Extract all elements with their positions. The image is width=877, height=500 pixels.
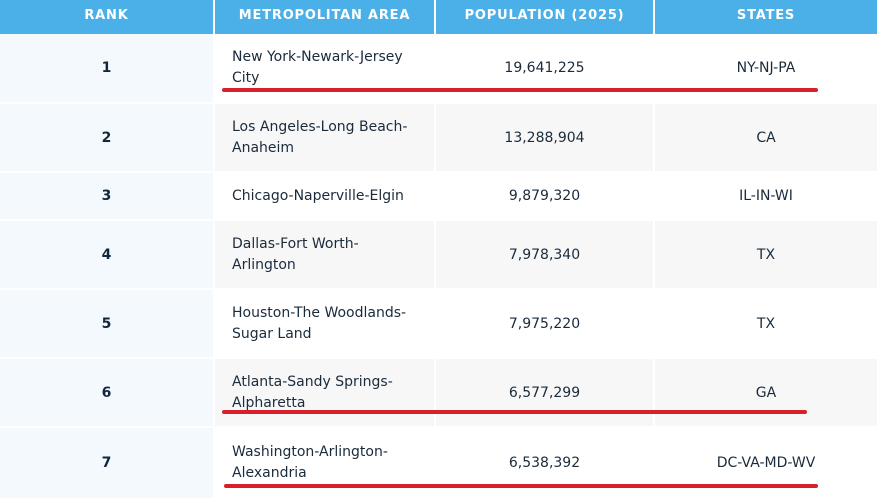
table-row: 2 Los Angeles-Long Beach-Anaheim 13,288,…	[0, 104, 877, 173]
red-underline-annotation	[224, 484, 818, 488]
table-header-row: RANK METROPOLITAN AREA POPULATION (2025)…	[0, 0, 877, 34]
rank-cell: 4	[0, 221, 215, 288]
metro-cell: Atlanta-Sandy Springs-Alpharetta	[215, 359, 436, 426]
table-row: 3 Chicago-Naperville-Elgin 9,879,320 IL-…	[0, 173, 877, 221]
states-cell: IL-IN-WI	[655, 173, 877, 219]
states-cell: GA	[655, 359, 877, 426]
table-row: 1 New York-Newark-Jersey City 19,641,225…	[0, 34, 877, 104]
header-states: STATES	[736, 7, 796, 23]
metro-cell: Los Angeles-Long Beach-Anaheim	[215, 104, 436, 171]
states-cell: TX	[655, 221, 877, 288]
header-rank: RANK	[0, 0, 215, 34]
population-cell: 7,978,340	[436, 221, 655, 288]
rank-cell: 3	[0, 173, 215, 219]
table-row: 6 Atlanta-Sandy Springs-Alpharetta 6,577…	[0, 359, 877, 428]
states-cell: CA	[655, 104, 877, 171]
rank-cell: 7	[0, 428, 215, 498]
header-population: POPULATION (2025)	[436, 0, 655, 34]
population-cell: 7,975,220	[436, 290, 655, 357]
table-row: 7 Washington-Arlington-Alexandria 6,538,…	[0, 428, 877, 500]
metro-cell: Chicago-Naperville-Elgin	[215, 173, 436, 219]
population-cell: 6,577,299	[436, 359, 655, 426]
population-cell: 9,879,320	[436, 173, 655, 219]
rank-cell: 6	[0, 359, 215, 426]
red-underline-annotation	[222, 88, 818, 92]
table-row: 4 Dallas-Fort Worth-Arlington 7,978,340 …	[0, 221, 877, 290]
metro-cell: Dallas-Fort Worth-Arlington	[215, 221, 436, 288]
population-cell: 13,288,904	[436, 104, 655, 171]
states-cell: TX	[655, 290, 877, 357]
header-metropolitan-area: METROPOLITAN AREA	[215, 0, 436, 34]
red-underline-annotation	[222, 410, 807, 414]
metro-cell: Houston-The Woodlands-Sugar Land	[215, 290, 436, 357]
rank-cell: 1	[0, 34, 215, 102]
rank-cell: 2	[0, 104, 215, 171]
table-row: 5 Houston-The Woodlands-Sugar Land 7,975…	[0, 290, 877, 359]
rank-cell: 5	[0, 290, 215, 357]
